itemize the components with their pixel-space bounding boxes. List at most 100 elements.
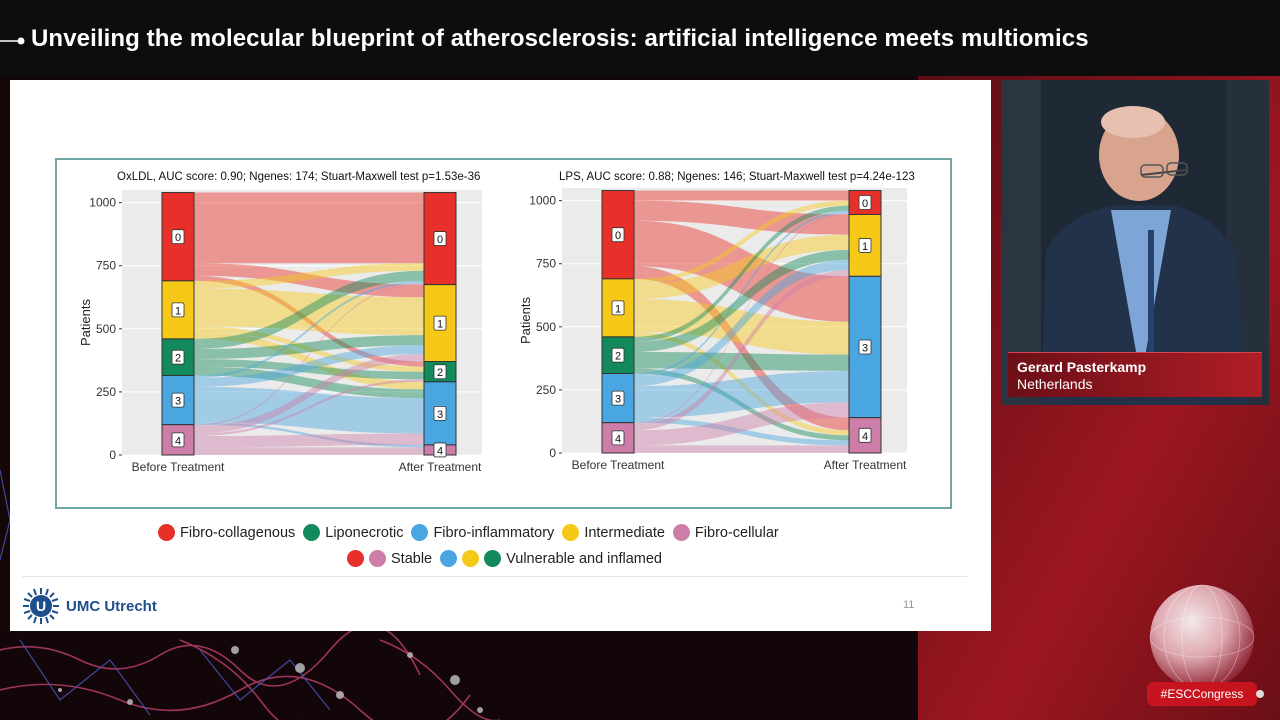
sankey-flow <box>194 263 424 298</box>
sankey-flow <box>634 234 849 300</box>
sankey-flow <box>634 270 849 431</box>
sankey-flow <box>634 368 849 441</box>
sankey-flow <box>194 345 424 387</box>
stratum-label: 3 <box>175 396 181 408</box>
sankey-flow <box>634 210 849 377</box>
stratum-label: 4 <box>862 431 868 443</box>
sankey-flow <box>194 275 424 367</box>
title-banner: Unveiling the molecular blueprint of ath… <box>0 0 1280 76</box>
legend-item-label: Intermediate <box>584 524 665 541</box>
stratum-label: 0 <box>437 234 443 246</box>
stratum-label-box <box>171 229 185 245</box>
stratum-label: 1 <box>437 319 443 331</box>
legend-group-dot-icon <box>369 550 386 567</box>
stratum-label-box <box>858 195 872 210</box>
stratum-label: 1 <box>175 305 181 317</box>
presentation-title: Unveiling the molecular blueprint of ath… <box>31 25 1089 52</box>
stratum-label: 2 <box>437 367 443 379</box>
stratum-label-box <box>611 390 625 406</box>
stratum-label-box <box>611 227 625 243</box>
legend-categories: Fibro-collagenous Liponecrotic Fibro-infla… <box>158 524 787 541</box>
y-tick-label: 500 <box>536 320 556 334</box>
speaker-name: Gerard Pasterkamp <box>1017 359 1147 375</box>
sankey-flow <box>194 422 424 448</box>
stratum-label: 1 <box>862 241 868 253</box>
x-axis-label-before: Before Treatment <box>132 460 225 474</box>
chart-title: LPS, AUC score: 0.88; Ngenes: 146; Stuar… <box>559 171 915 183</box>
stratum-label: 3 <box>615 394 621 406</box>
stratum-label: 0 <box>175 232 181 244</box>
stratum-label: 3 <box>437 409 443 421</box>
stratum-label: 3 <box>862 343 868 355</box>
umc-logo-icon: U <box>23 588 59 624</box>
sankey-flow <box>194 280 424 379</box>
sankey-flow <box>634 190 849 201</box>
umc-logo-text: UMC Utrecht <box>66 597 157 615</box>
y-tick-label: 250 <box>536 383 556 397</box>
stratum-label-box <box>433 405 447 421</box>
y-axis-label: Patients <box>518 297 533 344</box>
legend-groups: Stable Vulnerable and inflamed <box>347 550 670 567</box>
x-axis-label-after: After Treatment <box>399 460 482 474</box>
status-dot-icon <box>1256 690 1264 698</box>
stratum-label-box <box>858 339 872 355</box>
stratum-label-box <box>171 302 185 318</box>
chart-frame: 0 250 500 750 1000 Patients OxLDL, AUC score: … <box>55 158 952 509</box>
legend-dot-icon <box>672 524 690 541</box>
stratum-label: 4 <box>175 435 181 447</box>
sankey-flow <box>194 447 424 455</box>
y-tick-label: 750 <box>96 259 116 273</box>
stratum-label-box <box>433 442 447 458</box>
sankey-flow <box>194 359 424 380</box>
sankey-flow <box>194 366 424 399</box>
sankey-flow <box>634 402 849 446</box>
stratum-label-box <box>611 300 625 316</box>
legend-group-dot-icon <box>440 550 458 567</box>
sankey-flow <box>634 220 849 322</box>
footer-divider <box>22 576 967 577</box>
legend-dot-icon <box>562 524 580 541</box>
stratum-label-box <box>858 427 872 443</box>
x-axis-label-before: Before Treatment <box>572 458 665 472</box>
sankey-flow <box>194 270 424 349</box>
stratum-label: 1 <box>615 303 621 315</box>
sankey-flow <box>194 263 424 289</box>
sankey-flow <box>194 335 424 360</box>
legend-group-label: Vulnerable and inflamed <box>506 550 662 567</box>
sankey-flow <box>634 249 849 353</box>
y-tick-label: 1000 <box>529 194 556 208</box>
legend-item-label: Fibro-cellular <box>694 524 779 541</box>
stratum-label-box <box>611 430 625 446</box>
presentation-slide: 0 250 500 750 1000 Patients OxLDL, AUC score: … <box>10 80 991 631</box>
sankey-flow <box>634 331 849 436</box>
y-tick-label: 750 <box>536 257 556 271</box>
sankey-flow <box>634 370 849 418</box>
sankey-flow <box>194 354 424 434</box>
stratum-label-box <box>171 349 185 365</box>
stratum-label-box <box>171 392 185 408</box>
sankey-flow <box>194 326 424 372</box>
sankey-flow <box>194 379 424 437</box>
stratum-label-box <box>171 432 185 448</box>
sankey-flow <box>194 192 424 264</box>
sankey-flow <box>634 213 849 424</box>
stratum-label: 0 <box>615 230 621 242</box>
hashtag-badge: #ESCCongress <box>1147 682 1257 706</box>
stratum-label-box <box>611 347 625 363</box>
y-tick-label: 0 <box>549 446 556 460</box>
stratum-label-box <box>433 315 447 331</box>
y-tick-label: 0 <box>109 448 116 462</box>
legend-dot-icon <box>303 524 321 541</box>
stratum-label: 2 <box>175 353 181 365</box>
stratum-label-box <box>433 231 447 246</box>
banner-line-icon <box>0 37 25 45</box>
sankey-flow <box>194 433 424 448</box>
sankey-flow <box>194 288 424 336</box>
y-axis-label: Patients <box>78 299 93 346</box>
stratum-label: 0 <box>862 198 868 210</box>
sankey-flow <box>634 205 849 342</box>
sankey-flow <box>194 331 424 390</box>
stratum-after-1 <box>423 284 457 363</box>
sankey-flow <box>634 266 849 431</box>
